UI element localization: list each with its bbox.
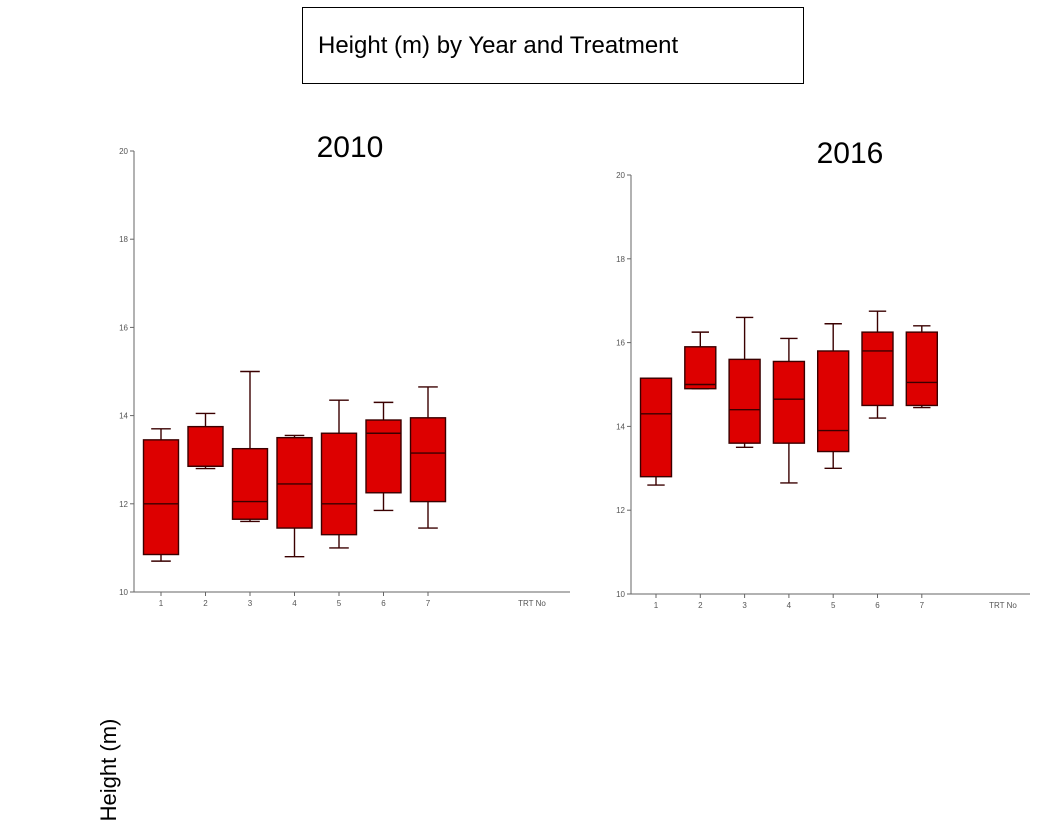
y-tick-label: 14	[616, 422, 625, 431]
x-tick-label: 1	[159, 599, 164, 608]
y-tick-label: 20	[119, 147, 128, 156]
box-1	[639, 377, 673, 478]
box-7	[409, 417, 447, 503]
x-tick-label: 5	[337, 599, 342, 608]
y-tick-label: 18	[119, 235, 128, 244]
x-tick-label: 2	[203, 599, 208, 608]
figure-title: Height (m) by Year and Treatment	[318, 31, 679, 59]
box-5	[817, 350, 850, 453]
box-4	[772, 360, 806, 444]
y-tick-label: 10	[616, 590, 625, 599]
y-tick-label: 18	[616, 255, 625, 264]
x-axis-label: TRT No	[989, 601, 1017, 610]
panel-title: 2016	[817, 137, 884, 170]
x-tick-label: 1	[654, 601, 659, 610]
x-tick-label: 6	[381, 599, 386, 608]
y-tick-label: 12	[616, 506, 625, 515]
y-tick-label: 20	[616, 171, 625, 180]
box-6	[365, 419, 402, 494]
box-7	[905, 331, 938, 407]
x-tick-label: 6	[875, 601, 880, 610]
y-axis-title: Height (m)	[96, 718, 121, 821]
x-tick-label: 4	[292, 599, 297, 608]
box-2	[187, 425, 224, 468]
x-tick-label: 3	[742, 601, 747, 610]
box-6	[861, 331, 894, 407]
box-3	[231, 447, 269, 520]
box-2	[684, 346, 717, 390]
box-4	[276, 436, 313, 529]
panel-title: 2010	[317, 131, 384, 164]
y-tick-label: 12	[119, 500, 128, 509]
x-tick-label: 5	[831, 601, 836, 610]
y-tick-label: 14	[119, 412, 128, 421]
box-1	[142, 439, 180, 556]
box-3	[728, 358, 761, 444]
box-5	[320, 432, 358, 536]
x-tick-label: 7	[426, 599, 431, 608]
y-tick-label: 16	[616, 339, 625, 348]
figure-title-box: Height (m) by Year and Treatment	[302, 7, 804, 84]
x-tick-label: 2	[698, 601, 703, 610]
y-tick-label: 16	[119, 323, 128, 332]
y-tick-label: 10	[119, 588, 128, 597]
x-tick-label: 3	[248, 599, 253, 608]
x-axis-label: TRT No	[518, 599, 546, 608]
x-tick-label: 7	[920, 601, 925, 610]
x-tick-label: 4	[787, 601, 792, 610]
